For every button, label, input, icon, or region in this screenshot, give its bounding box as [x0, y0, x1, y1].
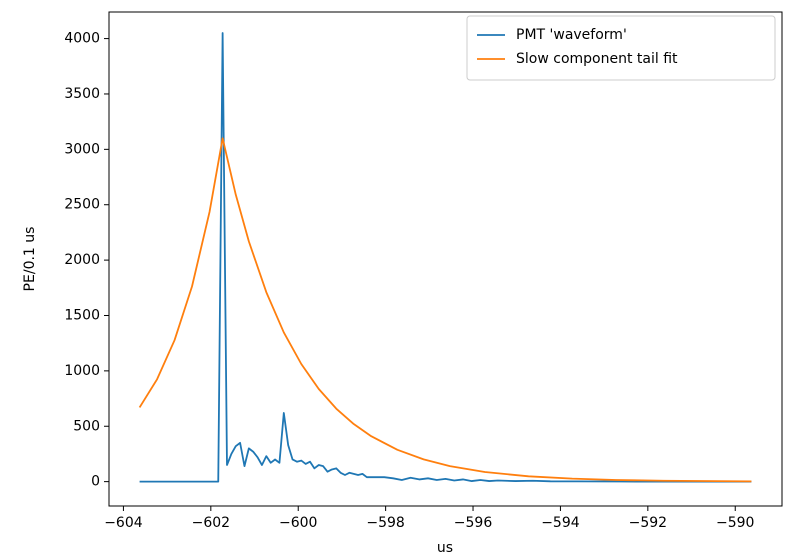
line-series	[139, 32, 752, 483]
x-tick-label: −594	[541, 515, 580, 531]
x-tick-label: −604	[104, 515, 143, 531]
legend-label: Slow component tail fit	[516, 51, 678, 67]
y-tick-label: 2000	[64, 252, 100, 268]
y-tick-label: 0	[91, 474, 100, 490]
x-tick-label: −598	[366, 515, 404, 531]
x-tick-label: −592	[629, 515, 667, 531]
y-tick-label: 3000	[64, 141, 100, 157]
y-tick-label: 2500	[64, 197, 100, 213]
line-series	[138, 137, 752, 483]
x-tick-label: −596	[454, 515, 493, 531]
y-tick-label: 1000	[64, 363, 100, 379]
y-axis-label: PE/0.1 us	[22, 227, 38, 292]
y-tick-label: 4000	[64, 31, 100, 47]
legend-box	[466, 15, 776, 81]
legend-label: PMT 'waveform'	[516, 27, 627, 43]
y-tick-label: 1500	[64, 307, 100, 323]
plot-frame	[108, 11, 783, 507]
x-tick-label: −600	[279, 515, 317, 531]
x-axis-label: us	[437, 540, 453, 556]
y-tick-label: 3500	[64, 86, 100, 102]
y-tick-label: 500	[73, 418, 100, 434]
x-tick-label: −602	[192, 515, 230, 531]
x-tick-label: −590	[716, 515, 754, 531]
